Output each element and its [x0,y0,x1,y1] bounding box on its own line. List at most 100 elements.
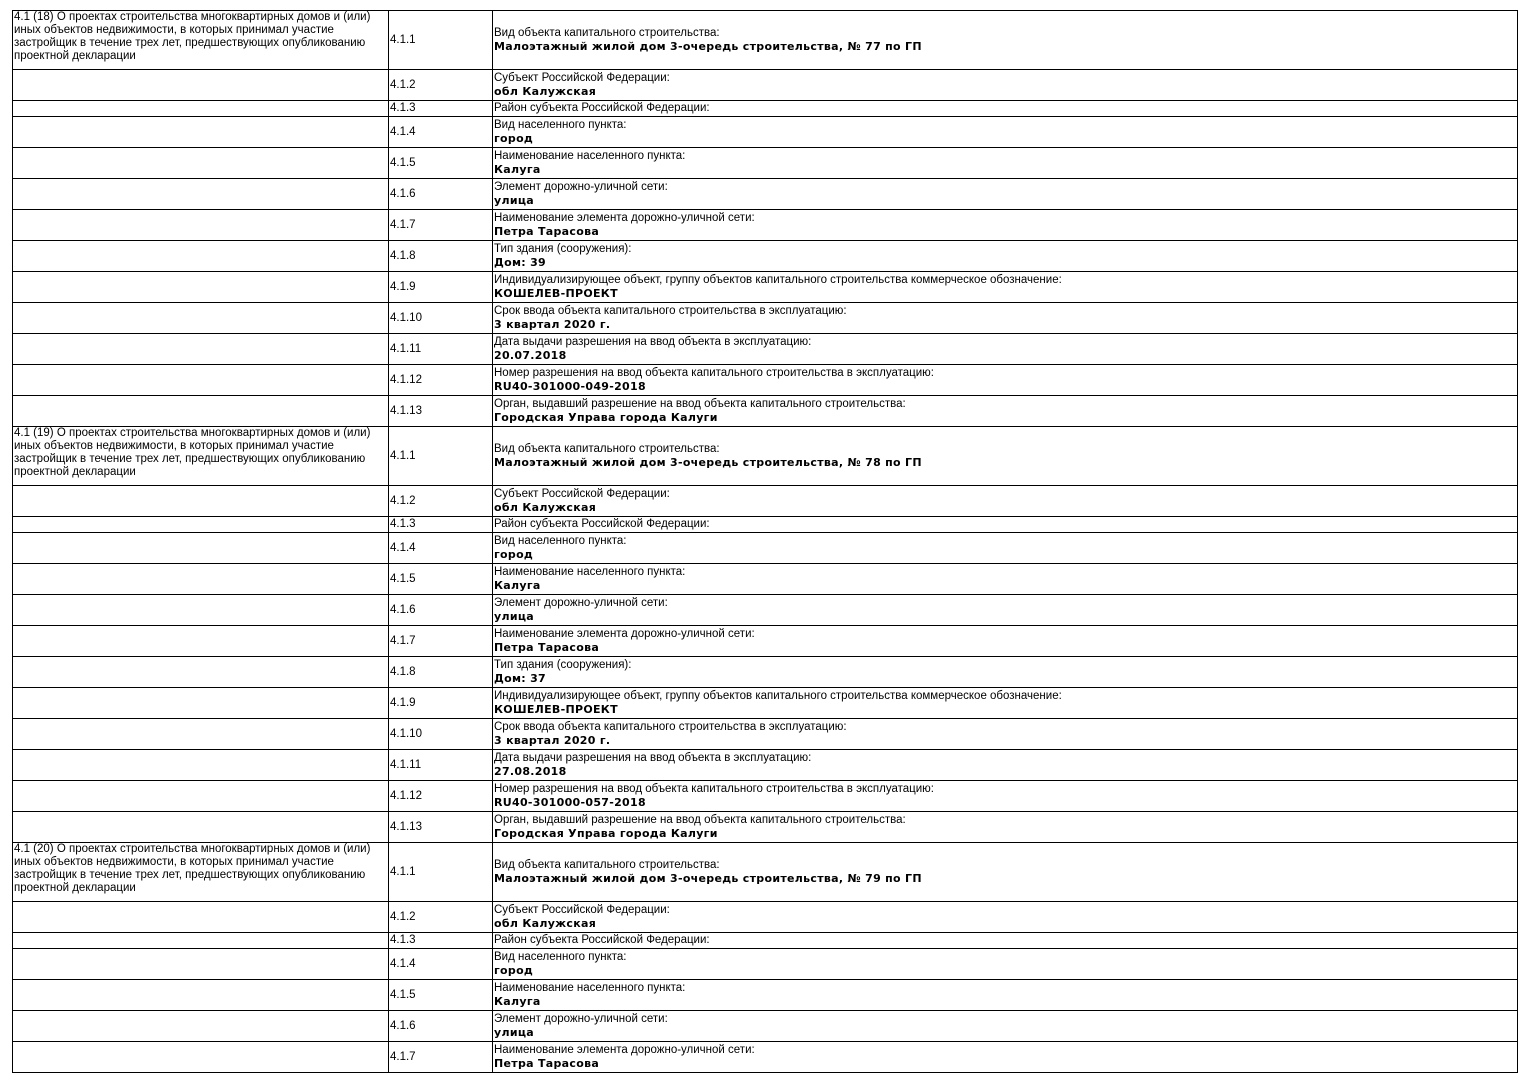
empty-cell [12,209,389,241]
item-label: Наименование элемента дорожно-уличной се… [494,628,755,640]
item-content: Дата выдачи разрешения на ввод объекта в… [492,749,1518,781]
item-label: Орган, выдавший разрешение на ввод объек… [494,398,906,410]
table-row: 4.1.7 Наименование элемента дорожно-уличн… [12,209,1518,241]
item-label: Субъект Российской Федерации: [494,904,670,916]
item-label: Срок ввода объекта капитального строител… [494,305,847,317]
item-label: Субъект Российской Федерации: [494,72,670,84]
empty-cell [12,901,389,933]
empty-cell [12,749,389,781]
item-content: Вид населенного пункта: город [492,116,1518,148]
item-label: Номер разрешения на ввод объекта капитал… [494,783,934,795]
item-code: 4.1.5 [388,563,493,595]
table-row: 4.1.3 Район субъекта Российской Федерации… [12,932,1518,949]
item-code: 4.1.11 [388,749,493,781]
table-row: 4.1.10 Срок ввода объекта капитального ст… [12,302,1518,334]
item-content: Вид объекта капитального строительства: М… [492,10,1518,70]
item-code: 4.1.10 [388,302,493,334]
empty-cell [12,718,389,750]
item-label: Вид населенного пункта: [494,951,627,963]
item-code: 4.1.13 [388,811,493,843]
item-code: 4.1.7 [388,209,493,241]
item-content: Наименование элемента дорожно-уличной се… [492,625,1518,657]
item-code: 4.1.10 [388,718,493,750]
table-row: 4.1.7 Наименование элемента дорожно-уличн… [12,625,1518,657]
table-row: 4.1.13 Орган, выдавший разрешение на ввод… [12,395,1518,427]
table-row: 4.1 (18) О проектах строительства многок… [12,10,1518,70]
item-code: 4.1.11 [388,333,493,365]
item-code: 4.1.3 [388,516,493,533]
table-row: 4.1.9 Индивидуализирующее объект, группу … [12,687,1518,719]
item-code: 4.1.6 [388,178,493,210]
item-content: Наименование элемента дорожно-уличной се… [492,1041,1518,1073]
item-value: город [494,964,534,977]
item-label: Номер разрешения на ввод объекта капитал… [494,367,934,379]
table-row: 4.1.6 Элемент дорожно-уличной сети: улица [12,594,1518,626]
item-value: Дом: 37 [494,672,546,685]
empty-cell [12,563,389,595]
item-code: 4.1.1 [388,10,493,70]
item-label: Орган, выдавший разрешение на ввод объек… [494,814,906,826]
item-content: Район субъекта Российской Федерации: [492,932,1518,949]
item-value: КОШЕЛЕВ-ПРОЕКТ [494,703,618,716]
item-content: Орган, выдавший разрешение на ввод объек… [492,811,1518,843]
item-content: Дата выдачи разрешения на ввод объекта в… [492,333,1518,365]
item-content: Индивидуализирующее объект, группу объек… [492,687,1518,719]
item-code: 4.1.9 [388,271,493,303]
item-value: Городская Управа города Калуги [494,827,718,840]
empty-cell [12,687,389,719]
empty-cell [12,1041,389,1073]
empty-cell [12,516,389,533]
item-code: 4.1.4 [388,116,493,148]
item-value: обл Калужская [494,917,597,930]
table-row: 4.1.5 Наименование населенного пункта: Кал… [12,979,1518,1011]
item-content: Вид населенного пункта: город [492,948,1518,980]
empty-cell [12,333,389,365]
item-label: Район субъекта Российской Федерации: [494,934,710,946]
item-label: Субъект Российской Федерации: [494,488,670,500]
item-label: Наименование населенного пункта: [494,566,686,578]
item-value: город [494,132,534,145]
table-row: 4.1.7 Наименование элемента дорожно-уличн… [12,1041,1518,1073]
empty-cell [12,625,389,657]
item-code: 4.1.7 [388,1041,493,1073]
item-code: 4.1.3 [388,932,493,949]
table-row: 4.1.2 Субъект Российской Федерации: обл Ка… [12,485,1518,517]
section-title: 4.1 (18) О проектах строительства многок… [12,10,389,70]
item-content: Вид объекта капитального строительства: М… [492,842,1518,902]
item-code: 4.1.6 [388,1010,493,1042]
table-row: 4.1.4 Вид населенного пункта: город [12,116,1518,148]
item-content: Номер разрешения на ввод объекта капитал… [492,364,1518,396]
table-row: 4.1.2 Субъект Российской Федерации: обл Ка… [12,901,1518,933]
table-row: 4.1.6 Элемент дорожно-уличной сети: улица [12,1010,1518,1042]
item-value: RU40-301000-049-2018 [494,380,646,393]
item-label: Наименование населенного пункта: [494,150,686,162]
item-label: Элемент дорожно-уличной сети: [494,597,668,609]
empty-cell [12,532,389,564]
item-code: 4.1.1 [388,842,493,902]
item-code: 4.1.8 [388,240,493,272]
item-content: Вид населенного пункта: город [492,532,1518,564]
table-row: 4.1.10 Срок ввода объекта капитального ст… [12,718,1518,750]
item-content: Наименование элемента дорожно-уличной се… [492,209,1518,241]
item-content: Субъект Российской Федерации: обл Калужск… [492,69,1518,101]
empty-cell [12,780,389,812]
item-code: 4.1.12 [388,780,493,812]
item-content: Орган, выдавший разрешение на ввод объек… [492,395,1518,427]
item-label: Элемент дорожно-уличной сети: [494,1013,668,1025]
item-value: Петра Тарасова [494,641,600,654]
item-label: Элемент дорожно-уличной сети: [494,181,668,193]
item-value: Дом: 39 [494,256,546,269]
empty-cell [12,100,389,117]
item-value: КОШЕЛЕВ-ПРОЕКТ [494,287,618,300]
item-value: обл Калужская [494,85,597,98]
item-content: Индивидуализирующее объект, группу объек… [492,271,1518,303]
table-row: 4.1.3 Район субъекта Российской Федерации… [12,516,1518,533]
item-label: Район субъекта Российской Федерации: [494,102,710,114]
item-value: 3 квартал 2020 г. [494,318,611,331]
declaration-table: 4.1 (18) О проектах строительства многок… [12,10,1518,1073]
item-content: Срок ввода объекта капитального строител… [492,302,1518,334]
item-label: Вид населенного пункта: [494,119,627,131]
empty-cell [12,594,389,626]
table-row: 4.1.4 Вид населенного пункта: город [12,948,1518,980]
section-title: 4.1 (19) О проектах строительства многок… [12,426,389,486]
